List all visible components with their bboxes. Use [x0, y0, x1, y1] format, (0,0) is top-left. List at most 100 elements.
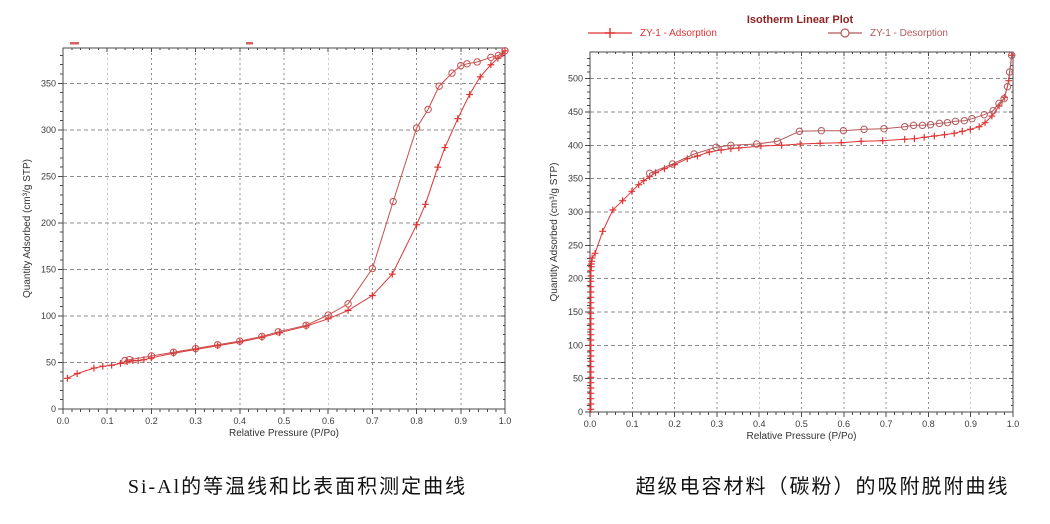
circle-marker — [690, 150, 698, 158]
circle-marker — [980, 110, 988, 119]
plus-marker — [466, 91, 474, 98]
figure-si-al-isotherm: 0.0 0.1 0.2 0.3 0.4 0.5 0.6 0.7 0.8 0.9 1.0 0 50 100 1… — [22, 42, 512, 498]
plus-marker — [950, 129, 958, 137]
y-axis-title: Quantity Adsorbed (cm³/g STP) — [549, 163, 560, 302]
x-tick-label: 0.7 — [880, 419, 893, 429]
x-tick-label: 0.3 — [189, 416, 202, 426]
caption-zy1: 超级电容材料（碳粉）的吸附脱附曲线 — [635, 476, 1010, 498]
circle-marker — [951, 117, 960, 126]
circle-marker — [473, 58, 481, 66]
plus-marker — [476, 73, 484, 81]
circle-marker — [645, 169, 654, 178]
plus-marker — [99, 362, 107, 370]
plus-marker — [441, 144, 449, 151]
plus-marker — [975, 123, 983, 131]
plus-marker — [388, 270, 396, 278]
y-tick-label: 450 — [568, 107, 583, 117]
plus-marker — [717, 146, 725, 154]
circle-marker — [412, 124, 421, 132]
circle-marker — [424, 105, 432, 114]
caption-si-al: Si-Al的等温线和比表面积测定曲线 — [127, 476, 468, 498]
y-tick-label: 200 — [41, 218, 56, 228]
y-tick-label: 300 — [41, 125, 56, 135]
legend-label-adsorption: ZY-1 - Adsorption — [640, 27, 717, 39]
circle-marker — [712, 143, 720, 152]
y-tick-label: 150 — [41, 264, 56, 274]
plus-marker — [911, 135, 918, 143]
circle-marker — [901, 122, 909, 131]
plus-marker — [588, 254, 596, 262]
series-zy-1-desorption — [645, 51, 1016, 178]
plus-marker — [640, 177, 648, 185]
y-tick-label: 500 — [568, 74, 583, 84]
circle-marker — [121, 356, 129, 365]
x-axis-title: Relative Pressure (P/Po) — [229, 428, 339, 439]
circle-marker — [935, 119, 944, 128]
isotherm-chart-zy1: 0.0 0.1 0.2 0.3 0.4 0.5 0.6 0.7 0.8 0.9 1.0 0 50 100 1… — [549, 51, 1020, 442]
x-tick-label: 0.8 — [922, 419, 935, 429]
legend: ZY-1 - Adsorption ZY-1 - Desorption — [525, 26, 1050, 40]
x-tick-label: 0.9 — [964, 419, 977, 429]
series-adsorption — [64, 47, 509, 382]
plus-marker — [857, 137, 865, 145]
series-line — [67, 50, 506, 379]
legend-remnant-mark — [246, 42, 253, 45]
series-line — [124, 50, 506, 362]
plus-marker — [958, 127, 966, 135]
x-axis-title: Relative Pressure (P/Po) — [746, 431, 856, 442]
circle-marker — [1005, 68, 1014, 76]
circle-marker — [487, 53, 495, 62]
circle-marker — [389, 197, 397, 206]
x-tick-label: 0.5 — [278, 416, 291, 426]
plus-marker — [837, 139, 845, 147]
x-tick-label: 0.1 — [101, 416, 114, 426]
plus-marker — [73, 370, 81, 378]
plus-marker — [816, 139, 824, 147]
circle-marker — [909, 121, 918, 130]
figure-zy1-isotherm: Isotherm Linear Plot ZY-1 - Adsorption Z… — [525, 0, 1050, 524]
plus-marker — [369, 292, 376, 299]
y-tick-label: 300 — [568, 207, 583, 217]
x-tick-label: 0.4 — [753, 419, 766, 429]
x-tick-label: 1.0 — [499, 416, 512, 426]
plus-marker — [501, 47, 509, 55]
plus-marker — [879, 137, 887, 145]
series-line — [649, 55, 1013, 174]
y-tick-label: 350 — [568, 174, 583, 184]
y-tick-label: 50 — [573, 374, 583, 384]
circle-marker — [435, 82, 443, 90]
circle-marker — [752, 140, 761, 148]
plus-marker — [619, 197, 626, 205]
circle-marker — [1008, 51, 1016, 60]
legend-remnant-mark — [70, 42, 79, 45]
plus-marker — [64, 374, 71, 382]
y-tick-label: 100 — [568, 340, 583, 350]
circle-marker — [880, 124, 888, 133]
circle-marker — [448, 69, 456, 77]
circle-marker — [1003, 82, 1012, 91]
circle-marker — [968, 114, 976, 123]
plus-marker — [796, 140, 804, 148]
plus-marker — [454, 115, 462, 123]
x-tick-label: 0.7 — [366, 416, 379, 426]
circle-marker — [943, 118, 952, 127]
circle-marker — [727, 141, 735, 150]
circle-marker — [501, 47, 509, 55]
y-tick-label: 400 — [568, 140, 583, 150]
circle-marker — [274, 328, 282, 336]
y-tick-label: 100 — [41, 311, 56, 321]
plus-marker — [920, 133, 928, 141]
plus-marker-icon — [588, 28, 632, 38]
x-tick-label: 1.0 — [1007, 419, 1020, 429]
legend-item-adsorption: ZY-1 - Adsorption — [587, 26, 717, 40]
y-tick-label: 350 — [41, 78, 56, 88]
y-tick-label: 250 — [568, 240, 583, 250]
circle-marker — [773, 137, 782, 146]
circle-marker — [839, 126, 848, 135]
y-tick-label: 200 — [568, 274, 583, 284]
circle-marker — [214, 341, 222, 349]
x-tick-label: 0.2 — [668, 419, 681, 429]
circle-marker — [918, 121, 927, 130]
x-tick-label: 0.2 — [145, 416, 158, 426]
